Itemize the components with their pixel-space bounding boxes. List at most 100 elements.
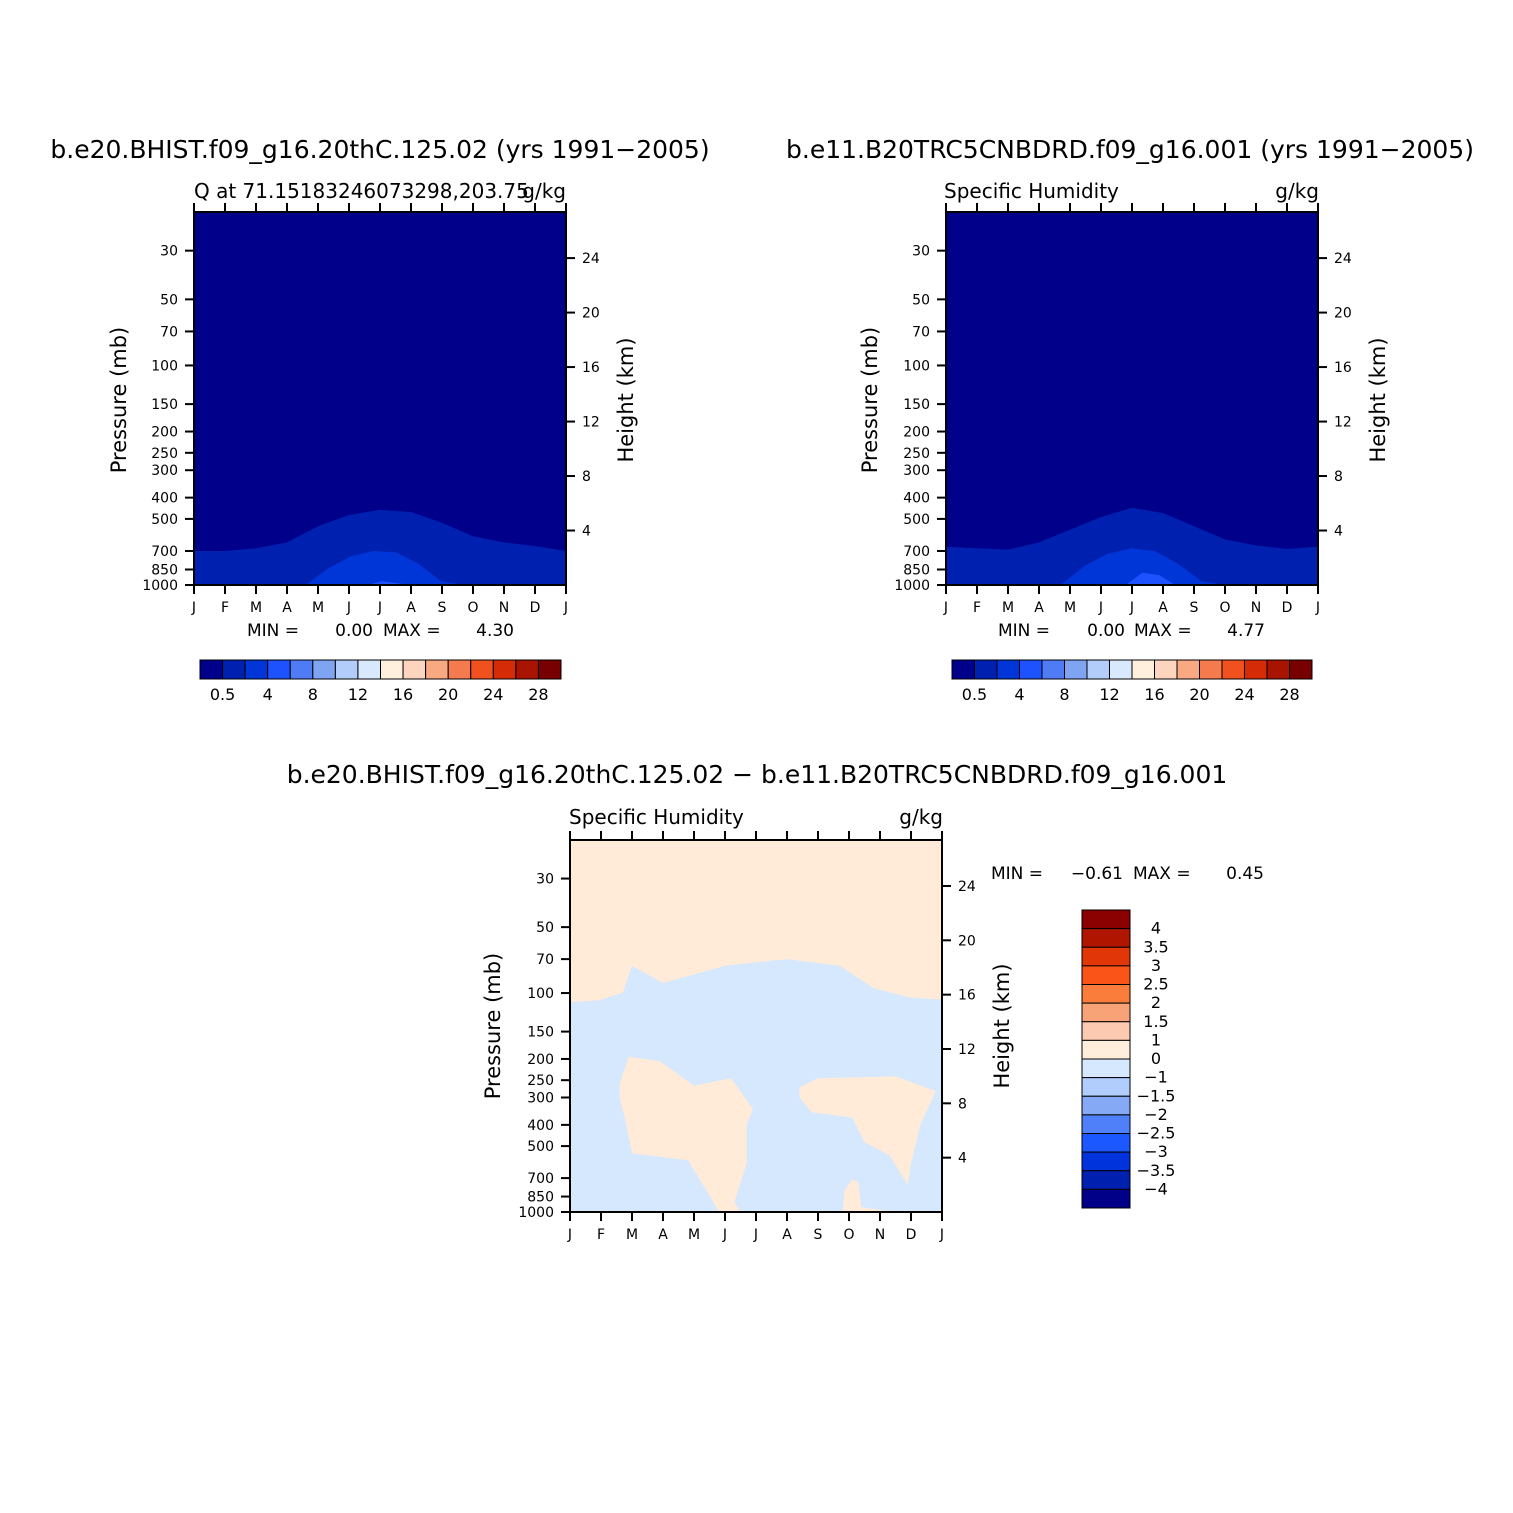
y-tick-label: 500: [903, 512, 930, 528]
colorbar-label: 24: [1234, 685, 1254, 704]
colorbar-box: [1081, 1114, 1131, 1134]
panel-subtitle-right: g/kg: [1275, 179, 1319, 203]
contour-field: [570, 840, 942, 1212]
min-value: 0.00: [335, 621, 373, 641]
y-tick-label: 30: [160, 244, 178, 260]
max-value: 4.77: [1227, 621, 1265, 641]
x-tick-label: M: [250, 600, 262, 616]
panel-subtitle-left: Specific Humidity: [944, 179, 1119, 203]
colorbar-label: 4: [1151, 919, 1161, 938]
colorbar-box: [1266, 659, 1290, 680]
colorbar-label: 28: [528, 685, 548, 704]
colorbar-label: 20: [1189, 685, 1209, 704]
contour-field: [946, 212, 1318, 585]
x-tick-label: J: [563, 600, 568, 616]
y-tick-label: 150: [151, 397, 178, 413]
x-tick-label: O: [467, 600, 478, 616]
x-tick-label: M: [312, 600, 324, 616]
colorbar-box: [402, 659, 427, 680]
y-right-tick-label: 16: [958, 988, 976, 1004]
y-right-tick-label: 12: [958, 1042, 976, 1058]
y-right-tick-label: 8: [582, 469, 591, 485]
x-tick-label: F: [221, 600, 229, 616]
colorbar-box: [312, 659, 336, 680]
y-right-tick-label: 8: [1334, 469, 1343, 485]
y-tick-label: 850: [527, 1190, 554, 1206]
colorbar-box: [1154, 659, 1178, 680]
y-tick-label: 400: [903, 491, 930, 507]
x-tick-label: D: [1282, 600, 1293, 616]
contour-region: [1060, 548, 1225, 585]
panel-model2: b.e11.B20TRC5CNBDRD.f09_g16.001 (yrs 199…: [786, 135, 1474, 704]
colorbar-label: 16: [393, 685, 413, 704]
colorbar-box: [1176, 659, 1200, 680]
y-tick-label: 250: [527, 1073, 554, 1089]
x-tick-label: O: [843, 1227, 854, 1243]
y-right-tick-label: 12: [582, 415, 600, 431]
panel-model1: b.e20.BHIST.f09_g16.20thC.125.02 (yrs 19…: [50, 135, 709, 704]
colorbar-box: [425, 659, 449, 680]
colorbar-label: 24: [483, 685, 503, 704]
y-tick-label: 150: [527, 1025, 554, 1041]
colorbar-box: [515, 659, 539, 680]
y-tick-label: 100: [903, 358, 930, 374]
contour-field: [194, 212, 566, 585]
colorbar-box: [1081, 1170, 1131, 1190]
y-right-tick-label: 16: [1334, 360, 1352, 376]
colorbar-box: [1081, 1058, 1131, 1079]
x-tick-label: D: [906, 1227, 917, 1243]
colorbar-box: [1081, 1188, 1131, 1209]
colorbar-box: [1131, 659, 1155, 680]
y-tick-label: 70: [536, 952, 554, 968]
colorbar-label: 0: [1151, 1049, 1161, 1068]
x-tick-label: J: [377, 600, 382, 616]
y-right-tick-label: 8: [958, 1096, 967, 1112]
y-tick-label: 100: [151, 358, 178, 374]
y-right-tick-label: 20: [1334, 306, 1352, 322]
x-tick-label: A: [782, 1227, 792, 1243]
x-tick-label: J: [1315, 600, 1320, 616]
panel-title: b.e20.BHIST.f09_g16.20thC.125.02 (yrs 19…: [50, 135, 709, 164]
colorbar-box: [1244, 659, 1268, 680]
y-right-tick-label: 20: [582, 306, 600, 322]
colorbar-label: 20: [438, 685, 458, 704]
panel-subtitle-right: g/kg: [899, 805, 943, 829]
y-tick-label: 700: [903, 544, 930, 560]
y-right-tick-label: 4: [1334, 524, 1343, 540]
colorbar-label: 2: [1151, 993, 1161, 1012]
colorbar-label: 1.5: [1143, 1012, 1168, 1031]
y-tick-label: 500: [151, 512, 178, 528]
y-tick-label: 30: [912, 244, 930, 260]
colorbar-label: 0.5: [210, 685, 235, 704]
colorbar-box: [1221, 659, 1245, 680]
x-tick-label: N: [1251, 600, 1261, 616]
x-tick-label: F: [973, 600, 981, 616]
colorbar-label: 12: [348, 685, 368, 704]
y-tick-label: 100: [527, 986, 554, 1002]
colorbar-box: [1041, 659, 1065, 680]
colorbar-box: [1081, 965, 1131, 985]
x-tick-label: A: [1158, 600, 1168, 616]
colorbar-box: [1019, 659, 1043, 680]
x-tick-label: J: [567, 1227, 572, 1243]
x-tick-label: M: [1064, 600, 1076, 616]
max-value: 4.30: [476, 621, 514, 641]
colorbar-label: 0.5: [962, 685, 987, 704]
colorbar-label: 2.5: [1143, 975, 1168, 994]
panel-title: b.e20.BHIST.f09_g16.20thC.125.02 − b.e11…: [287, 760, 1228, 789]
x-tick-label: S: [1190, 600, 1199, 616]
y-right-tick-label: 4: [958, 1151, 967, 1167]
x-tick-label: J: [939, 1227, 944, 1243]
panel-subtitle-left: Q at 71.15183246073298,203.75: [194, 179, 529, 203]
y-tick-label: 150: [903, 397, 930, 413]
y-right-tick-label: 20: [958, 933, 976, 949]
y-tick-label: 300: [527, 1091, 554, 1107]
colorbar-box: [380, 659, 404, 680]
y-tick-label: 50: [536, 920, 554, 936]
x-tick-label: D: [530, 600, 541, 616]
min-value: −0.61: [1071, 864, 1123, 884]
colorbar-box: [996, 659, 1020, 680]
